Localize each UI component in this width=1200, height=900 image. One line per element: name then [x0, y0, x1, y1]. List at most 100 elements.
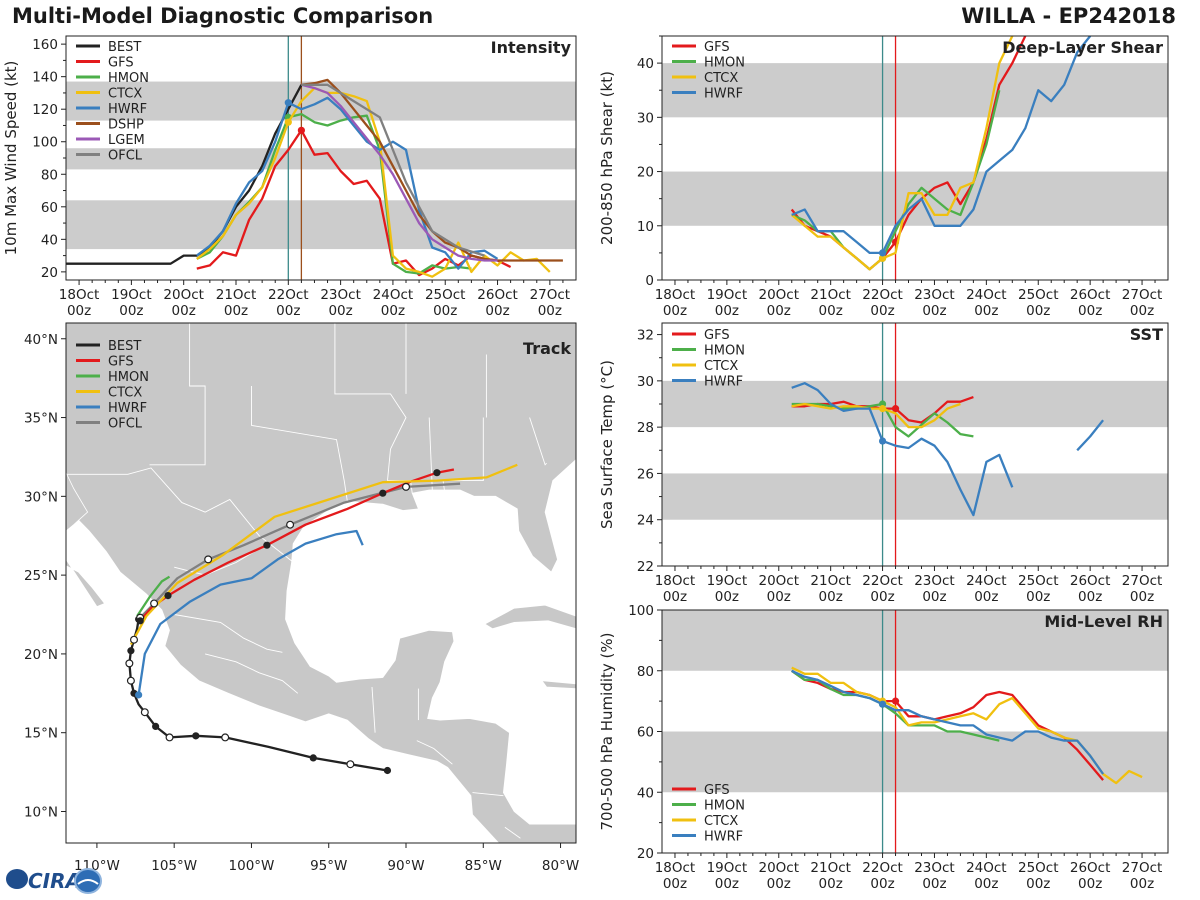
x-tick-label: 25Oct — [1018, 860, 1059, 876]
series-line-hwrf — [791, 382, 1014, 517]
panel-sst: 22242628303218Oct00z19Oct00z20Oct00z21Oc… — [598, 322, 1169, 605]
track-point-filled — [379, 489, 387, 497]
x-tick-label: 18Oct — [59, 287, 100, 303]
x-tick-label: 18Oct — [655, 287, 696, 303]
legend-label-ofcl: OFCL — [108, 149, 143, 164]
x-tick-label: 00z — [485, 303, 509, 319]
legend-label-best: BEST — [108, 40, 141, 55]
y-axis-label: 200-850 hPa Shear (kt) — [598, 71, 616, 245]
legend-label-ctcx: CTCX — [108, 87, 142, 102]
init-point-hwrf — [284, 99, 292, 107]
x-tick-label: 00z — [1026, 589, 1050, 605]
series-line-hmon — [791, 669, 1000, 742]
series-line-hwrf — [1076, 419, 1104, 452]
legend-label-gfs: GFS — [704, 783, 730, 798]
x-tick-label: 22Oct — [862, 573, 903, 589]
map-frame — [65, 322, 577, 844]
lon-tick-label: 90°W — [387, 858, 424, 874]
threshold-band — [662, 473, 1168, 520]
legend-label-gfs: GFS — [108, 355, 134, 370]
x-tick-label: 00z — [1078, 876, 1102, 892]
track-point-filled — [164, 592, 172, 600]
track-point-open — [165, 733, 174, 742]
border-line — [371, 686, 376, 733]
legend-label-dshp: DSHP — [108, 118, 144, 133]
y-tick-label: 60 — [41, 200, 58, 216]
panel-title: Deep-Layer Shear — [1002, 38, 1163, 57]
panel-intensity: 2040608010012014016018Oct00z19Oct00z20Oc… — [2, 35, 577, 319]
y-tick-label: 28 — [637, 420, 654, 436]
track-line-hwrf — [137, 529, 364, 696]
cira-logo: CIRA — [6, 868, 102, 894]
legend-label-hwrf: HWRF — [704, 830, 743, 845]
x-tick-label: 00z — [328, 303, 352, 319]
x-tick-label: 00z — [715, 303, 739, 319]
threshold-band — [662, 731, 1168, 793]
x-tick-label: 00z — [767, 589, 791, 605]
y-tick-label: 60 — [637, 725, 654, 741]
x-tick-label: 00z — [1026, 876, 1050, 892]
x-tick-label: 26Oct — [477, 287, 518, 303]
init-point-hwrf — [878, 249, 887, 257]
x-tick-label: 22Oct — [862, 287, 903, 303]
panel-track: 110°W 105°W 100°W 95°W 90°W 85°W 80°W10°N15°N2… — [24, 322, 579, 874]
series-group — [791, 666, 1143, 785]
x-tick-label: 27Oct — [1122, 573, 1163, 589]
y-tick-label: 26 — [637, 466, 654, 482]
track-point-filled — [309, 754, 317, 762]
y-tick-label: 40 — [637, 56, 654, 72]
track-point-open — [286, 520, 295, 529]
lat-tick-label: 35°N — [24, 411, 58, 427]
x-tick-label: 00z — [1130, 589, 1154, 605]
x-tick-label: 19Oct — [111, 287, 152, 303]
x-tick-label: 00z — [433, 303, 457, 319]
lat-tick-label: 20°N — [24, 647, 58, 663]
y-tick-label: 40 — [41, 232, 58, 248]
x-tick-label: 00z — [381, 303, 405, 319]
lat-tick-label: 15°N — [24, 726, 58, 742]
panel-shear: 01020304018Oct00z19Oct00z20Oct00z21Oct00… — [598, 35, 1169, 319]
init-point-ctcx — [878, 405, 887, 413]
legend-label-hwrf: HWRF — [704, 87, 743, 102]
series-group — [791, 382, 1104, 517]
track-point-filled — [127, 647, 135, 655]
x-tick-label: 00z — [1026, 303, 1050, 319]
plot-frame — [661, 35, 1169, 281]
x-tick-label: 22Oct — [862, 860, 903, 876]
land-shape — [483, 604, 576, 630]
series-line-lgem — [301, 83, 498, 262]
border-line — [174, 614, 283, 653]
x-tick-label: 00z — [224, 303, 248, 319]
x-tick-label: 00z — [663, 876, 687, 892]
track-point-open — [221, 733, 230, 742]
track-point-open — [130, 635, 139, 644]
legend-label-gfs: GFS — [704, 328, 730, 343]
track-point-filled — [433, 469, 441, 477]
series-line-ctcx — [790, 36, 1014, 271]
x-tick-label: 23Oct — [320, 287, 361, 303]
x-tick-label: 19Oct — [707, 573, 748, 589]
threshold-band — [662, 63, 1168, 118]
init-point-hwrf — [878, 437, 887, 445]
legend-label-ctcx: CTCX — [704, 71, 738, 86]
x-tick-label: 00z — [767, 303, 791, 319]
x-tick-label: 00z — [819, 876, 843, 892]
legend-label-hmon: HMON — [704, 56, 745, 71]
y-tick-label: 40 — [637, 785, 654, 801]
track-point-filled — [152, 722, 160, 730]
border-line — [251, 386, 348, 502]
land-shape — [66, 558, 106, 608]
threshold-band — [662, 610, 1168, 671]
track-point-filled — [135, 691, 143, 699]
x-tick-label: 00z — [715, 589, 739, 605]
x-tick-label: 26Oct — [1070, 860, 1111, 876]
x-tick-label: 27Oct — [530, 287, 571, 303]
x-tick-label: 21Oct — [810, 573, 851, 589]
x-tick-label: 00z — [819, 303, 843, 319]
x-tick-label: 00z — [870, 303, 894, 319]
x-tick-label: 00z — [1078, 589, 1102, 605]
track-point-open — [150, 599, 159, 608]
init-point-gfs — [297, 126, 305, 134]
track-line-ctcx — [129, 463, 518, 646]
